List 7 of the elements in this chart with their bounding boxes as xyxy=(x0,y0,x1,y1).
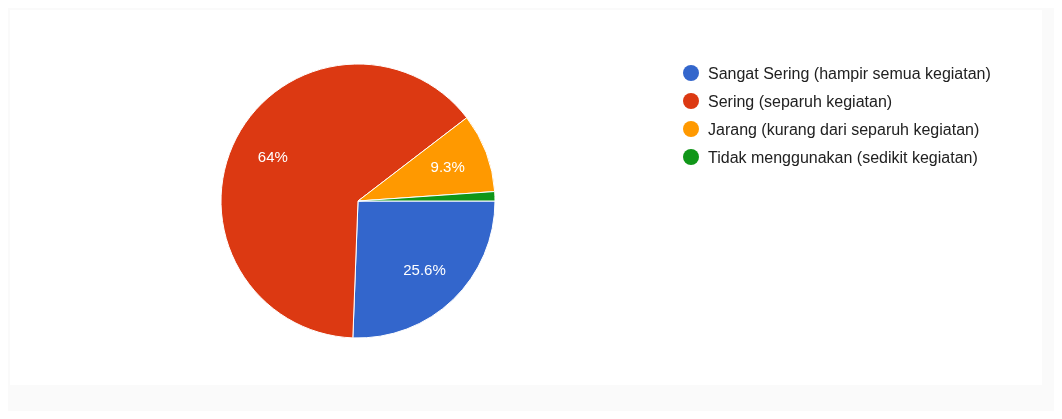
data-label: 64% xyxy=(257,148,288,166)
legend-label: Jarang (kurang dari separuh kegiatan) xyxy=(708,120,980,138)
data-label: 25.6% xyxy=(403,261,446,279)
legend-label: Sangat Sering (hampir semua kegiatan) xyxy=(708,64,991,82)
legend-label: Tidak menggunakan (sedikit kegiatan) xyxy=(708,148,978,166)
legend-label: Sering (separuh kegiatan) xyxy=(708,92,893,110)
data-label: 9.3% xyxy=(430,158,465,176)
